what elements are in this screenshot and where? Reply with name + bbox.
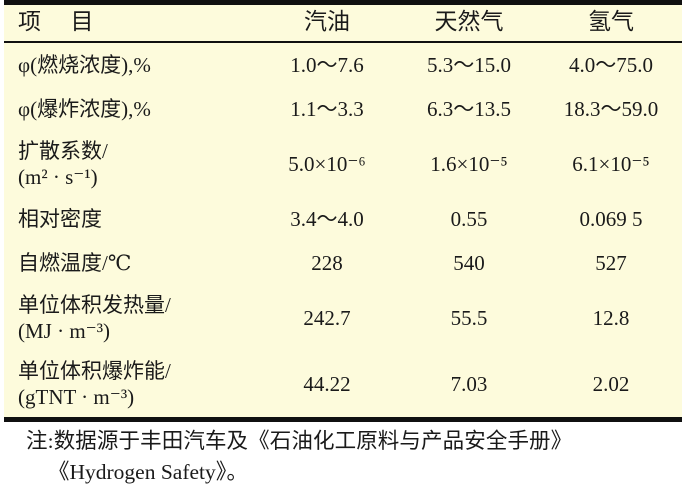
cell-natural-gas: 7.03 <box>450 372 488 397</box>
table-row: 相对密度 3.4～4.0 0.55 0.069 5 <box>4 197 682 241</box>
table-note: 注:数据源于丰田汽车及《石油化工原料与产品安全手册》 《Hydrogen Saf… <box>4 422 682 489</box>
cell-hydrogen: 12.8 <box>592 306 630 331</box>
cell-hydrogen: 527 <box>595 251 627 276</box>
cell-natural-gas: 1.6×10⁻⁵ <box>430 152 508 177</box>
cell-gasoline: 1.0～7.6 <box>290 53 364 78</box>
table-row: φ(燃烧浓度),% 1.0～7.6 5.3～15.0 4.0～75.0 <box>4 42 682 87</box>
cell-natural-gas: 540 <box>453 251 485 276</box>
cell-natural-gas: 5.3～15.0 <box>427 53 511 78</box>
row-label: 单位体积发热量/ (MJ · m⁻³) <box>4 285 256 351</box>
cell-hydrogen: 18.3～59.0 <box>563 97 659 122</box>
cell-gasoline: 44.22 <box>303 372 351 397</box>
cell-gasoline: 242.7 <box>303 306 351 331</box>
row-label: 单位体积爆炸能/ (gTNT · m⁻³) <box>4 351 256 417</box>
table-row: φ(爆炸浓度),% 1.1～3.3 6.3～13.5 18.3～59.0 <box>4 87 682 131</box>
cell-gasoline: 5.0×10⁻⁶ <box>288 152 366 177</box>
row-label-line1: φ(燃烧浓度),% <box>18 53 151 78</box>
cell-gasoline: 228 <box>311 251 343 276</box>
cell-gasoline: 1.1～3.3 <box>290 97 364 122</box>
row-label: φ(爆炸浓度),% <box>4 87 256 131</box>
table-row: 扩散系数/ (m² · s⁻¹) 5.0×10⁻⁶ 1.6×10⁻⁵ 6.1×1… <box>4 131 682 197</box>
cell-hydrogen: 6.1×10⁻⁵ <box>572 152 650 177</box>
cell-natural-gas: 0.55 <box>450 207 488 232</box>
row-label-line1: 相对密度 <box>18 207 102 232</box>
row-label-line2: (m² · s⁻¹) <box>18 165 98 190</box>
cell-hydrogen: 0.069 5 <box>579 207 643 232</box>
data-table-block: 项 目 汽油 天然气 氢气 φ(燃烧浓度),% 1.0～7.6 5.3～15.0… <box>4 0 682 423</box>
table-row: 单位体积发热量/ (MJ · m⁻³) 242.7 55.5 12.8 <box>4 285 682 351</box>
row-label: 自燃温度/℃ <box>4 241 256 285</box>
row-label-line1: 单位体积爆炸能/ <box>18 358 171 383</box>
column-header-gasoline: 汽油 <box>256 5 398 44</box>
table-row: 自燃温度/℃ 228 540 527 <box>4 241 682 285</box>
note-line-1: 注:数据源于丰田汽车及《石油化工原料与产品安全手册》 <box>26 429 573 453</box>
row-label: 扩散系数/ (m² · s⁻¹) <box>4 131 256 197</box>
cell-gasoline: 3.4～4.0 <box>290 207 364 232</box>
cell-natural-gas: 6.3～13.5 <box>427 97 511 122</box>
row-label-line1: φ(爆炸浓度),% <box>18 97 151 122</box>
row-label-line1: 自燃温度/℃ <box>18 251 132 276</box>
table-body: φ(燃烧浓度),% 1.0～7.6 5.3～15.0 4.0～75.0 φ(爆炸… <box>4 42 682 417</box>
row-label-line1: 扩散系数/ <box>18 138 108 163</box>
properties-table: 项 目 汽油 天然气 氢气 φ(燃烧浓度),% 1.0～7.6 5.3～15.0… <box>4 5 682 417</box>
column-header-natural-gas: 天然气 <box>398 5 540 44</box>
row-label-line2: (gTNT · m⁻³) <box>18 385 135 410</box>
note-line-2: 《Hydrogen Safety》。 <box>48 460 249 485</box>
cell-natural-gas: 55.5 <box>450 306 488 331</box>
column-header-hydrogen: 氢气 <box>540 5 682 44</box>
row-label-line1: 单位体积发热量/ <box>18 292 171 317</box>
row-label: φ(燃烧浓度),% <box>4 42 256 87</box>
table-row: 单位体积爆炸能/ (gTNT · m⁻³) 44.22 7.03 2.02 <box>4 351 682 417</box>
cell-hydrogen: 4.0～75.0 <box>569 53 653 78</box>
table-header-row: 项 目 汽油 天然气 氢气 <box>4 5 682 44</box>
row-label-line2: (MJ · m⁻³) <box>18 319 111 344</box>
row-label: 相对密度 <box>4 197 256 241</box>
table-header: 项 目 汽油 天然气 氢气 <box>4 5 682 44</box>
column-header-item: 项 目 <box>4 5 256 44</box>
cell-hydrogen: 2.02 <box>592 372 630 397</box>
